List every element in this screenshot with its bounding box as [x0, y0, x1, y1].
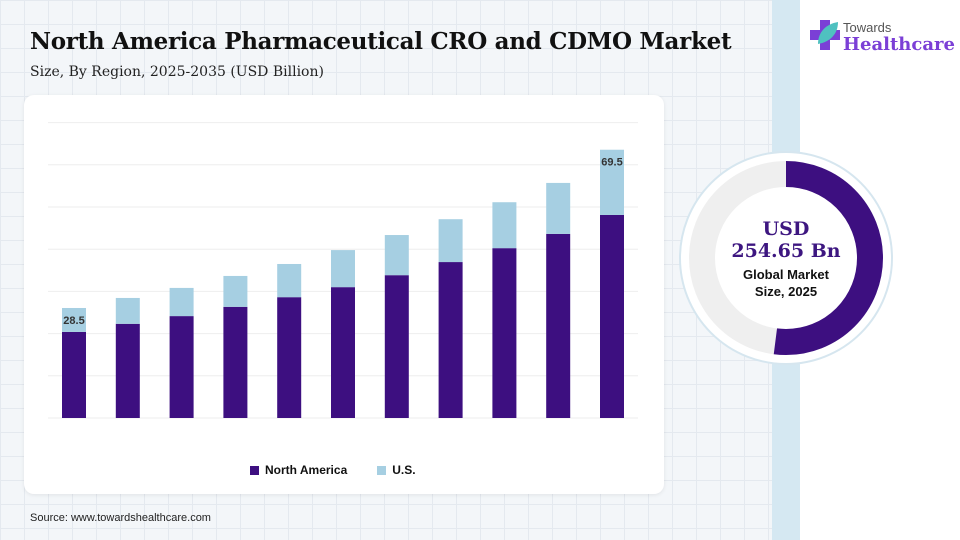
bar-north-america-2030: [331, 287, 355, 418]
bar-north-america-2035: [600, 214, 624, 418]
cross-leaf-icon: [810, 20, 840, 50]
bar-us-2033: [492, 202, 517, 249]
page-subtitle: Size, By Region, 2025-2035 (USD Billion): [30, 64, 324, 80]
data-label-2025: 28.5: [63, 315, 84, 327]
bar-north-america-2025: [62, 331, 86, 418]
bar-us-2028: [223, 275, 248, 307]
bar-us-2029: [277, 263, 302, 298]
data-label-2035: 69.5: [601, 157, 622, 169]
bar-us-2030: [331, 250, 355, 288]
summary-label: Global Market: [743, 267, 829, 282]
legend-us: U.S.: [377, 463, 416, 477]
bar-us-2027: [169, 287, 194, 317]
bar-north-america-2027: [169, 316, 194, 418]
logo-text-top: Towards: [843, 20, 892, 35]
bar-us-2031: [384, 235, 409, 276]
bar-north-america-2034: [546, 233, 571, 418]
bar-north-america-2026: [115, 323, 140, 418]
source-note: Source: www.towardshealthcare.com: [30, 512, 211, 524]
logo: Towards Healthcare: [810, 18, 955, 62]
bar-us-2032: [438, 219, 463, 263]
bar-north-america-2032: [438, 262, 463, 418]
bar-north-america-2031: [384, 275, 409, 418]
bar-north-america-2029: [277, 297, 302, 418]
bar-north-america-2028: [223, 306, 248, 418]
summary-currency: USD: [762, 218, 810, 240]
logo-text-bottom: Healthcare: [843, 34, 955, 55]
bar-us-2026: [115, 297, 140, 324]
page-title: North America Pharmaceutical CRO and CDM…: [30, 28, 732, 55]
bar-us-2035: [600, 149, 624, 215]
legend: North America U.S.: [250, 463, 416, 477]
summary-label-year: Size, 2025: [754, 284, 818, 299]
bar-us-2034: [546, 182, 571, 234]
bar-us-2025: [62, 307, 86, 332]
legend-north-america: North America: [250, 463, 347, 477]
market-summary: USD 254.65 Bn Global Market Size, 2025: [716, 218, 856, 300]
summary-value: 254.65 Bn: [731, 240, 841, 262]
bar-north-america-2033: [492, 248, 517, 418]
